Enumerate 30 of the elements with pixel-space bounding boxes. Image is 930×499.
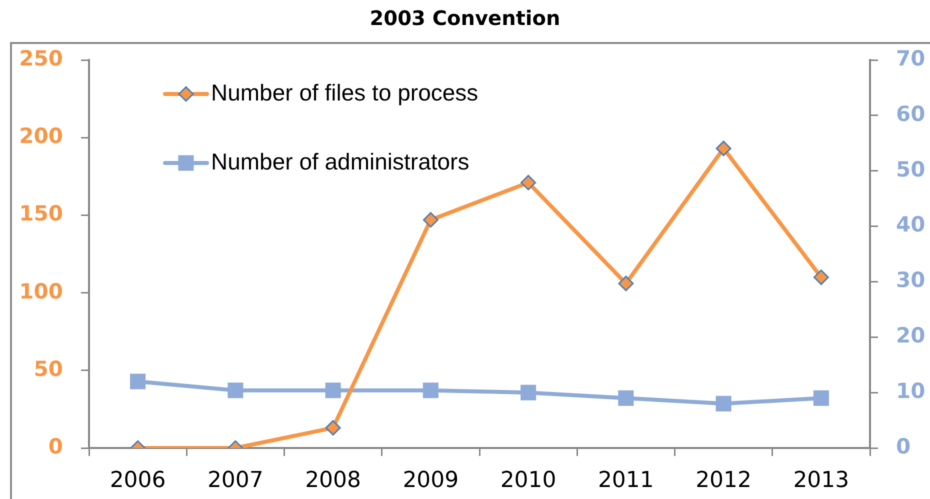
y-tick-label: 0 [48, 434, 63, 458]
point [716, 140, 732, 156]
y-tick-label: 250 [19, 46, 63, 70]
x-tick-label: 2013 [793, 468, 850, 493]
x-tick-label: 2007 [207, 468, 264, 493]
y2-tick-label: 30 [896, 268, 926, 292]
point [520, 174, 536, 190]
x-tick-label: 2009 [402, 468, 459, 493]
y-tick-label: 50 [34, 356, 63, 381]
y2-tick-label: 70 [896, 46, 926, 70]
y2-tick-label: 50 [896, 157, 926, 182]
x-tick-label: 2010 [500, 468, 556, 493]
chart-title: 2003 Convention [370, 6, 560, 30]
y2-tick-label: 40 [896, 212, 926, 237]
x-tick-label: 2012 [696, 468, 752, 493]
x-tick-label: 2011 [598, 468, 654, 493]
y-tick-label: 100 [19, 279, 63, 304]
y2-tick-label: 60 [896, 102, 926, 126]
y2-tick-label: 20 [896, 324, 926, 348]
y-tick-label: 150 [19, 202, 63, 226]
legend-label: Number of files to process [211, 79, 478, 106]
point [422, 212, 438, 228]
y2-tick-label: 10 [896, 379, 926, 404]
y2-tick-label: 0 [896, 434, 911, 458]
point [813, 270, 829, 286]
y-tick-label: 200 [19, 124, 63, 148]
x-tick-label: 2006 [110, 468, 166, 493]
legend-label: Number of administrators [211, 148, 470, 174]
x-tick-label: 2008 [305, 468, 362, 493]
point [618, 276, 634, 292]
